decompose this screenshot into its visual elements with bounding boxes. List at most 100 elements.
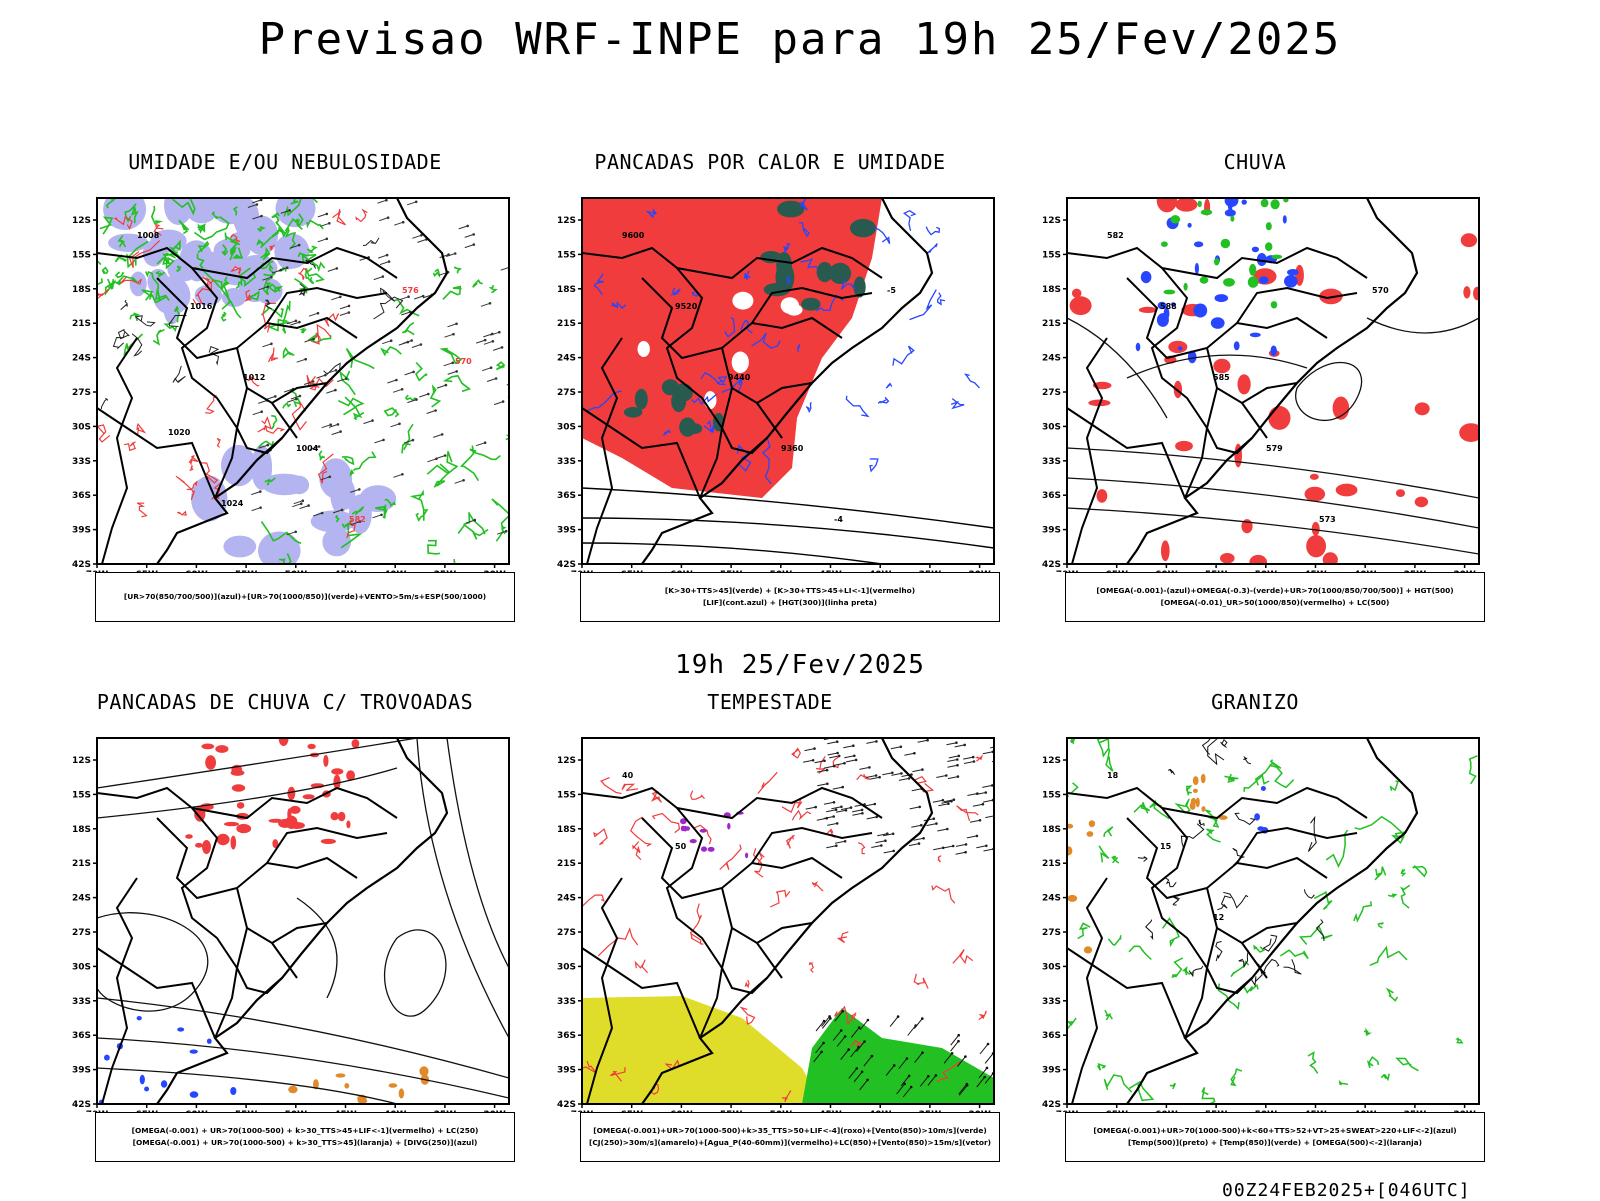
lifted-index-contour <box>645 209 657 219</box>
wind-vector <box>446 253 456 257</box>
wind-vector-head <box>857 1026 861 1029</box>
lon-tick-label: 35W <box>434 570 457 572</box>
lat-tick-label: 36S <box>72 1031 91 1041</box>
wind-vector-head <box>494 377 498 380</box>
wind-vector <box>815 1020 825 1032</box>
panel-4: PANCADAS DE CHUVA C/ TROVOADAS 12S 15S 18S 2… <box>65 690 555 1170</box>
streamline <box>1366 317 1479 334</box>
humidity-green-contour <box>304 273 315 285</box>
temp850-green-contour <box>1364 1027 1373 1036</box>
wind-vector <box>464 244 474 249</box>
precip-water-contour <box>978 1010 987 1021</box>
thunderstorm-red-area <box>230 835 237 850</box>
wind-vector <box>834 762 845 766</box>
lifted-index-contour <box>611 301 627 310</box>
wind-vector <box>950 1040 959 1052</box>
rain-red-area <box>1249 554 1267 564</box>
humidity-green-contour <box>352 451 377 472</box>
panel-title: UMIDADE E/OU NEBULOSIDADE <box>128 150 442 174</box>
temp500-black-contour <box>1137 856 1148 862</box>
wind-vector <box>817 769 828 773</box>
wind-vector-head <box>907 777 911 780</box>
omega-green-area <box>1163 289 1176 295</box>
humidity-green-contour <box>232 247 244 259</box>
wind-vector-head <box>489 366 493 369</box>
wind-vector <box>401 311 411 316</box>
wind-vector-head <box>483 338 487 342</box>
temp850-green-contour <box>1169 1082 1176 1090</box>
contour-label: 582 <box>1107 231 1124 240</box>
wind-vector-head <box>832 764 836 768</box>
wind-green-area <box>802 1008 994 1104</box>
state-border <box>756 942 783 979</box>
wind-vector <box>387 379 397 384</box>
heat-green-area <box>777 200 805 218</box>
wind-vector <box>332 509 343 514</box>
thunderstorm-red-area <box>216 833 230 846</box>
legend-line: [K>30+TTS>45](verde) + [K>30+TTS>45+LI<-… <box>664 586 916 595</box>
precip-water-contour <box>937 855 942 863</box>
humidity-green-contour <box>415 361 428 382</box>
state-border <box>97 947 216 1039</box>
state-border <box>582 246 724 499</box>
lat-tick-label: 12S <box>72 756 91 766</box>
divergence-blue-area <box>189 1091 199 1098</box>
humidity-green-contour <box>235 278 243 289</box>
wind-vector-head <box>316 311 320 315</box>
thickness-red-contour <box>315 332 321 341</box>
lat-tick-label: 21S <box>557 859 576 869</box>
thickness-red-contour <box>244 289 251 302</box>
precip-water-contour <box>781 1090 792 1103</box>
pressure-black-contour <box>305 259 317 269</box>
humidity-green-contour <box>162 251 179 265</box>
humidity-green-contour <box>351 506 365 516</box>
wind-vector-head <box>334 388 337 392</box>
precip-water-contour <box>857 842 866 855</box>
legend-line: [Temp(500)](preto) + [Temp(850)](verde) … <box>1127 1138 1423 1147</box>
wind-vector <box>978 1067 988 1079</box>
thunderstorm-red-area <box>346 820 351 829</box>
wind-vector <box>846 759 857 763</box>
lon-tick-label: 30W <box>483 570 506 572</box>
thickness-red-contour <box>177 510 187 516</box>
wind-vector <box>280 209 290 214</box>
lat-tick-label: 36S <box>1042 1031 1061 1041</box>
lon-tick-label: 50W <box>770 570 793 572</box>
wind-vector <box>422 294 433 299</box>
heat-green-area <box>679 417 696 437</box>
state-border <box>586 877 623 1104</box>
lon-tick-label: 40W <box>1354 1110 1377 1112</box>
map-content: 18 15 12 <box>1067 738 1479 1104</box>
humidity-green-contour <box>384 498 396 507</box>
thickness-red-contour <box>153 223 164 236</box>
wind-vector-head <box>483 441 487 444</box>
temp850-green-contour <box>1468 755 1478 785</box>
lifted-index-contour <box>724 317 736 338</box>
temp850-green-contour <box>1254 759 1282 786</box>
wind-vector-head <box>900 772 903 775</box>
divergence-blue-area <box>160 1080 168 1088</box>
wind-vector <box>941 800 952 804</box>
thunderstorm-red-area <box>231 784 246 792</box>
hgt300-contour <box>582 542 883 564</box>
humidity-green-contour <box>97 278 103 296</box>
wind-vector-head <box>941 798 945 802</box>
humidity-green-contour <box>284 213 304 232</box>
lifted-index-contour <box>869 458 879 473</box>
wind-vector <box>290 244 300 249</box>
divergence-blue-area <box>206 1038 212 1044</box>
wind-vector-head <box>999 745 1002 748</box>
wind-vector <box>982 784 993 788</box>
wind-vector <box>938 803 949 807</box>
wind-vector <box>947 764 958 768</box>
state-border <box>1161 246 1368 280</box>
humidity-green-contour <box>409 489 425 521</box>
lat-tick-label: 42S <box>72 1100 91 1110</box>
thickness-red-contour <box>189 463 194 472</box>
temp850-green-contour <box>1230 1068 1243 1087</box>
streamline <box>446 738 509 969</box>
wind-vector-head <box>978 819 982 822</box>
lat-tick-label: 12S <box>72 216 91 226</box>
streamline <box>97 767 398 819</box>
humidity-green-contour <box>383 407 400 418</box>
